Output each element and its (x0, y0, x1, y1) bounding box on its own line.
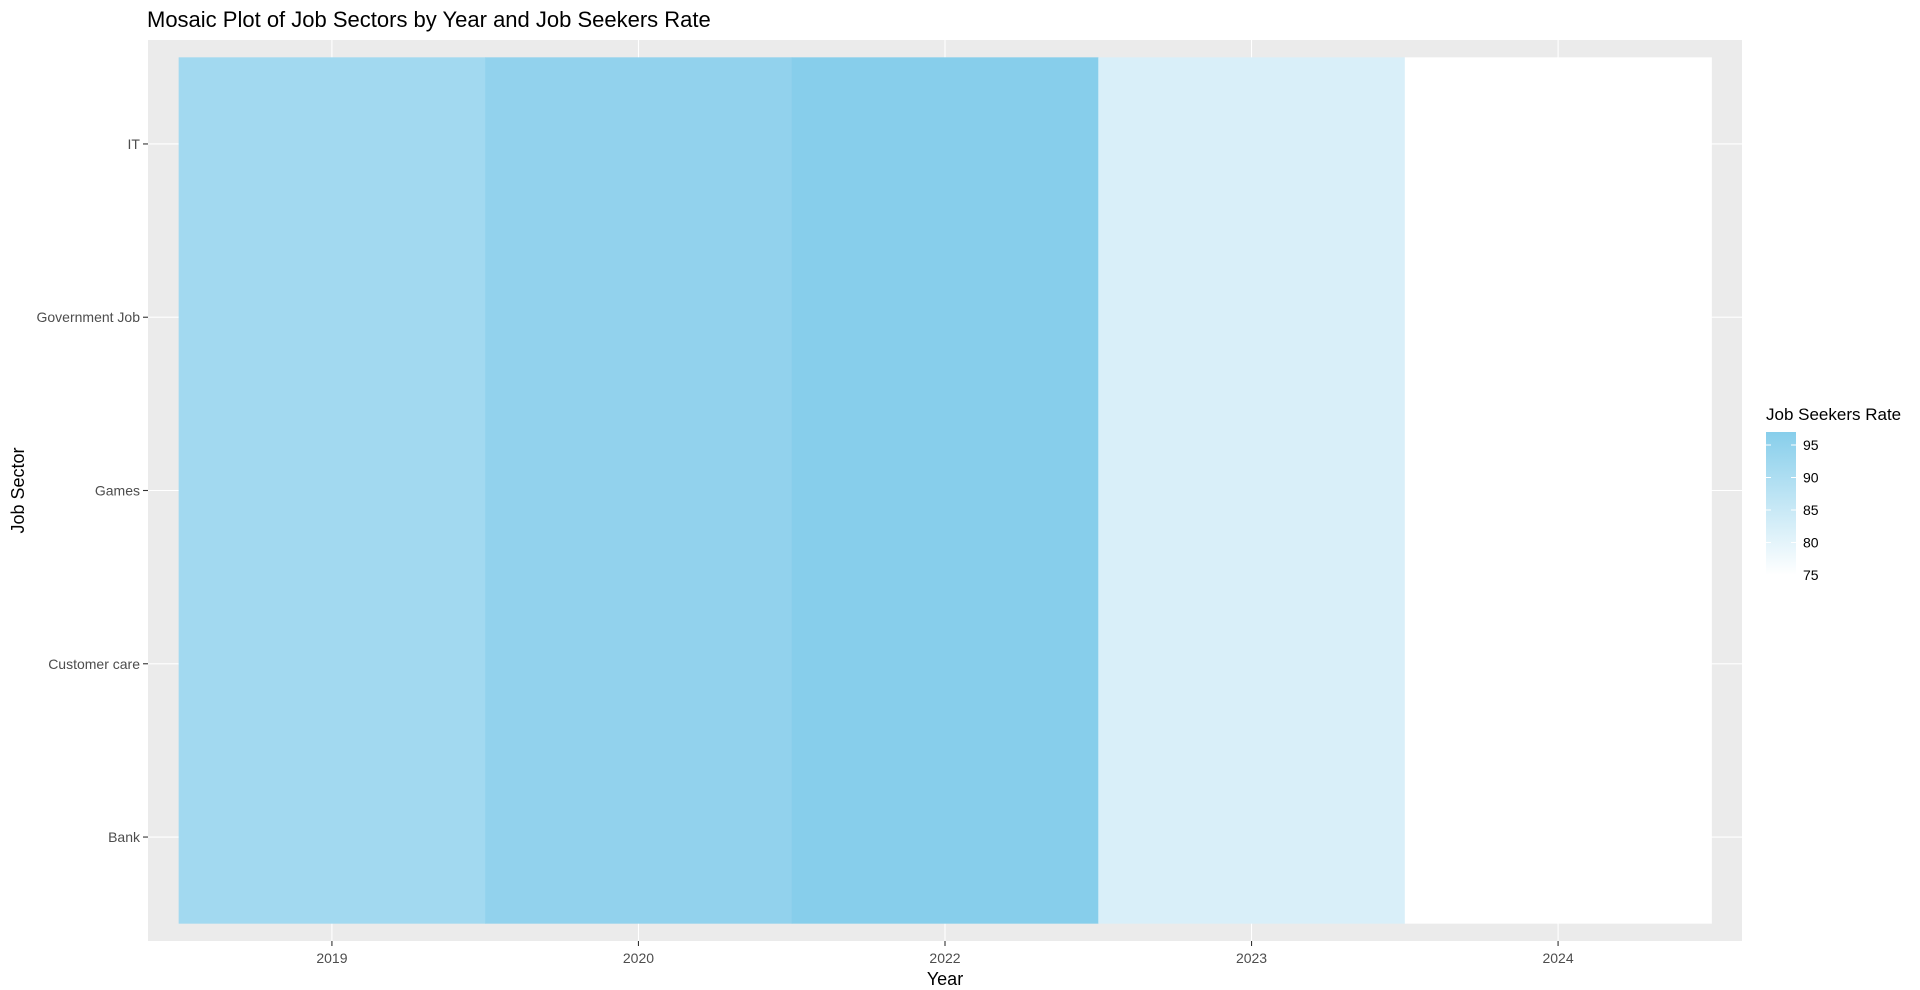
y-tick-label: Government Job (37, 309, 141, 325)
tile-2022 (791, 57, 1099, 924)
x-axis: 2019 2020 2022 2023 2024 (316, 941, 1574, 966)
legend-label: 95 (1803, 437, 1819, 453)
chart-title: Mosaic Plot of Job Sectors by Year and J… (147, 7, 711, 32)
tile-2023 (1098, 57, 1406, 924)
y-tick-label: Games (95, 483, 140, 499)
tile-2024 (1404, 57, 1712, 924)
tile-2019 (178, 57, 486, 924)
x-tick-label: 2024 (1542, 950, 1573, 966)
y-tick-label: Customer care (48, 656, 140, 672)
x-tick-label: 2020 (623, 950, 654, 966)
legend-ticks: 95 90 85 80 75 (1766, 437, 1819, 583)
x-tick-label: 2019 (316, 950, 347, 966)
y-tick-label: IT (128, 136, 141, 152)
heatmap-tiles (178, 57, 1712, 924)
y-tick-label: Bank (108, 829, 141, 845)
legend-label: 75 (1803, 567, 1819, 583)
x-axis-title: Year (927, 969, 963, 989)
legend-label: 90 (1803, 470, 1819, 486)
legend-title: Job Seekers Rate (1766, 405, 1901, 424)
x-tick-label: 2022 (929, 950, 960, 966)
legend: Job Seekers Rate 95 90 85 80 75 (1766, 405, 1901, 583)
tile-2020 (485, 57, 793, 924)
legend-colorbar (1766, 432, 1796, 575)
y-axis-title: Job Sector (8, 447, 28, 533)
legend-label: 85 (1803, 502, 1819, 518)
y-axis: Bank Customer care Games Government Job IT (37, 136, 148, 845)
x-tick-label: 2023 (1236, 950, 1267, 966)
legend-label: 80 (1803, 535, 1819, 551)
